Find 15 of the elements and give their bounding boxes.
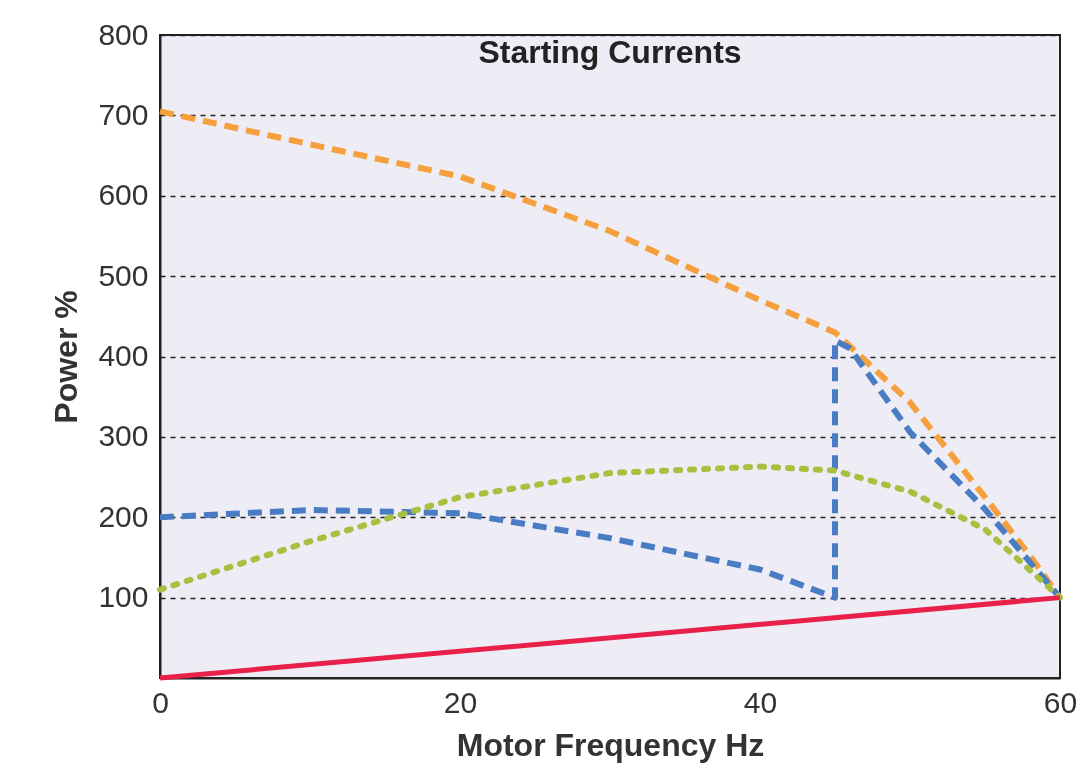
y-tick-label: 400 [98, 339, 149, 372]
x-axis-title: Motor Frequency Hz [456, 726, 765, 763]
x-tick-label: 40 [743, 685, 778, 719]
y-tick-label: 300 [98, 419, 149, 453]
y-tick-label: 700 [98, 97, 149, 131]
y-tick-label: 200 [98, 499, 149, 533]
y-axis-title: Power % [48, 290, 85, 424]
y-tick-label: 600 [98, 178, 149, 212]
chart-title: Starting Currents [478, 34, 742, 70]
y-tick-label: 800 [98, 17, 149, 51]
x-tick-label: 60 [1043, 685, 1078, 719]
x-tick-label: 20 [443, 685, 478, 719]
y-tick-label: 100 [98, 580, 149, 614]
x-tick-label: 0 [152, 685, 169, 719]
y-tick-label: 500 [98, 258, 149, 292]
